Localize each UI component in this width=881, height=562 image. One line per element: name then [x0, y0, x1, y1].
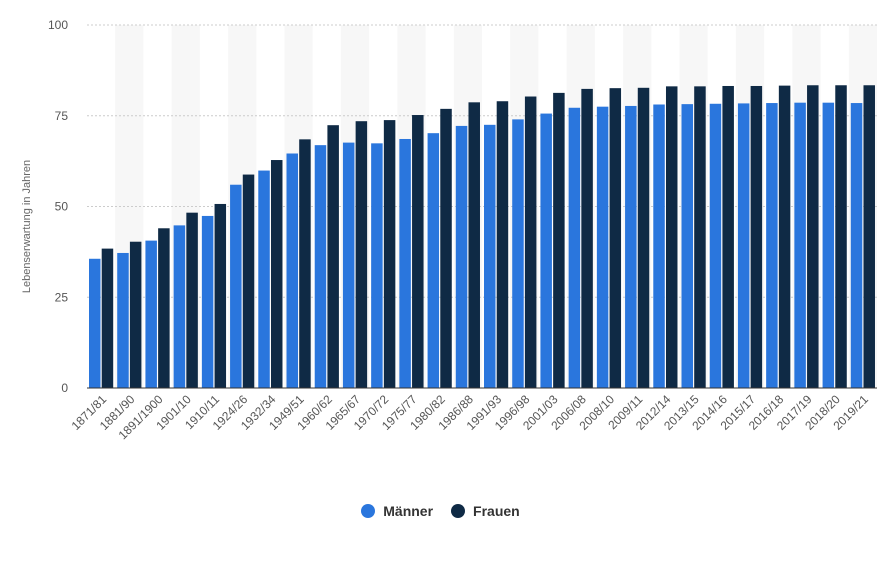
bar-maenner: Männer 1975/77: 68.6 — [399, 138, 411, 388]
bar-maenner: Männer 2001/03: 75.6 — [540, 113, 552, 389]
bar-maenner: Männer 1949/51: 64.6 — [286, 153, 298, 388]
bar-frauen: Frauen 1871/81: 38.4 — [101, 248, 114, 388]
bar-frauen: Frauen 1991/93: 79 — [496, 101, 509, 388]
bar-frauen: Frauen 2015/17: 83.2 — [750, 85, 763, 388]
bar-maenner: Männer 1881/90: 37.2 — [117, 252, 129, 388]
bar-maenner: Männer 2008/10: 77.5 — [596, 106, 609, 389]
y-tick-label: 100 — [48, 18, 68, 32]
y-tick-label: 0 — [61, 381, 68, 395]
bar-maenner: Männer 2006/08: 77.2 — [568, 107, 581, 388]
bar-maenner: Männer 2014/16: 78.3 — [709, 103, 722, 389]
bar-maenner: Männer 1932/34: 59.9 — [258, 170, 270, 388]
bar-frauen: Frauen 2013/15: 83.1 — [694, 86, 706, 389]
legend-marker-maenner — [361, 504, 376, 518]
bar-maenner: Männer 2013/15: 78.2 — [681, 104, 693, 388]
bar-frauen: Frauen 1986/88: 78.7 — [468, 102, 480, 388]
y-tick-label: 75 — [55, 109, 69, 123]
bar-frauen: Frauen 2001/03: 81.3 — [553, 92, 565, 389]
bar-frauen: Frauen 1970/72: 73.8 — [383, 120, 396, 388]
bar-maenner: Männer 1960/62: 66.9 — [314, 145, 327, 388]
bar-frauen: Frauen 1901/10: 48.3 — [186, 212, 198, 388]
bar-maenner: Männer 1965/67: 67.6 — [342, 142, 355, 388]
bar-frauen: Frauen 1965/67: 73.5 — [355, 121, 368, 388]
bar-maenner: Männer 1980/82: 70.2 — [427, 133, 440, 388]
bar-frauen: Frauen 2009/11: 82.7 — [637, 87, 650, 388]
bar-frauen: Frauen 2016/18: 83.3 — [778, 85, 791, 388]
bar-frauen: Frauen 1960/62: 72.4 — [327, 125, 339, 389]
y-tick-label: 25 — [55, 290, 69, 304]
legend-marker-frauen — [451, 504, 466, 518]
bar-frauen: Frauen 2008/10: 82.6 — [609, 88, 622, 389]
bar-frauen: Frauen 1924/26: 58.8 — [242, 174, 255, 388]
bar-maenner: Männer 2012/14: 78.1 — [653, 104, 665, 388]
bar-frauen: Frauen 1996/98: 80.3 — [524, 96, 537, 389]
y-axis-label: Lebenserwartung in Jahren — [21, 160, 33, 293]
bar-frauen: Frauen 1980/82: 76.9 — [440, 108, 452, 388]
bar-maenner: Männer 1991/93: 72.5 — [484, 124, 496, 388]
bar-frauen: Frauen 2017/19: 83.4 — [807, 85, 819, 389]
bar-maenner: Männer 1924/26: 56 — [230, 184, 242, 388]
legend-item-frauen[interactable]: Frauen — [451, 503, 520, 519]
bar-maenner: Männer 2017/19: 78.6 — [794, 102, 806, 388]
legend-label: Frauen — [473, 503, 520, 519]
bar-maenner: Männer 1970/72: 67.4 — [371, 143, 383, 388]
bar-frauen: Frauen 1881/90: 40.3 — [129, 241, 142, 388]
bar-maenner: Männer 1986/88: 72.2 — [455, 125, 468, 388]
bar-maenner: Männer 2016/18: 78.5 — [766, 103, 778, 389]
bar-maenner: Männer 2018/20: 78.6 — [822, 102, 835, 388]
bar-frauen: Frauen 2006/08: 82.4 — [581, 88, 593, 388]
bar-maenner: Männer 1996/98: 74 — [512, 119, 524, 388]
bar-frauen: Frauen 1932/34: 62.8 — [270, 160, 283, 388]
bar-frauen: Frauen 2019/21: 83.4 — [863, 85, 875, 389]
bar-maenner: Männer 1901/10: 44.8 — [173, 225, 186, 388]
bar-frauen: Frauen 1975/77: 75.2 — [412, 115, 424, 389]
bar-maenner: Männer 2019/21: 78.5 — [850, 103, 863, 389]
legend-label: Männer — [383, 503, 434, 519]
bar-frauen: Frauen 1891/1900: 44 — [158, 228, 170, 388]
bar-maenner: Männer 1910/11: 47.4 — [201, 215, 214, 388]
legend: Männer Frauen — [0, 503, 881, 519]
bar-frauen: Frauen 2014/16: 83.2 — [722, 85, 734, 388]
bar-maenner: Männer 1871/81: 35.6 — [89, 258, 101, 388]
bar-maenner: Männer 2009/11: 77.7 — [625, 105, 637, 388]
bar-frauen: Frauen 2018/20: 83.4 — [835, 85, 847, 389]
legend-item-maenner[interactable]: Männer — [361, 503, 433, 519]
bar-frauen: Frauen 1910/11: 50.7 — [214, 203, 227, 388]
bar-chart: 0 25 50 75 100 Lebenserwartung in Jahren Männe… — [21, 18, 877, 442]
bar-frauen: Frauen 1949/51: 68.5 — [299, 139, 311, 388]
bar-maenner: Männer 2015/17: 78.4 — [737, 103, 750, 389]
bar-maenner: Männer 1891/1900: 40.6 — [145, 240, 157, 388]
y-tick-label: 50 — [55, 200, 69, 214]
bar-frauen: Frauen 2012/14: 83.1 — [665, 86, 678, 389]
